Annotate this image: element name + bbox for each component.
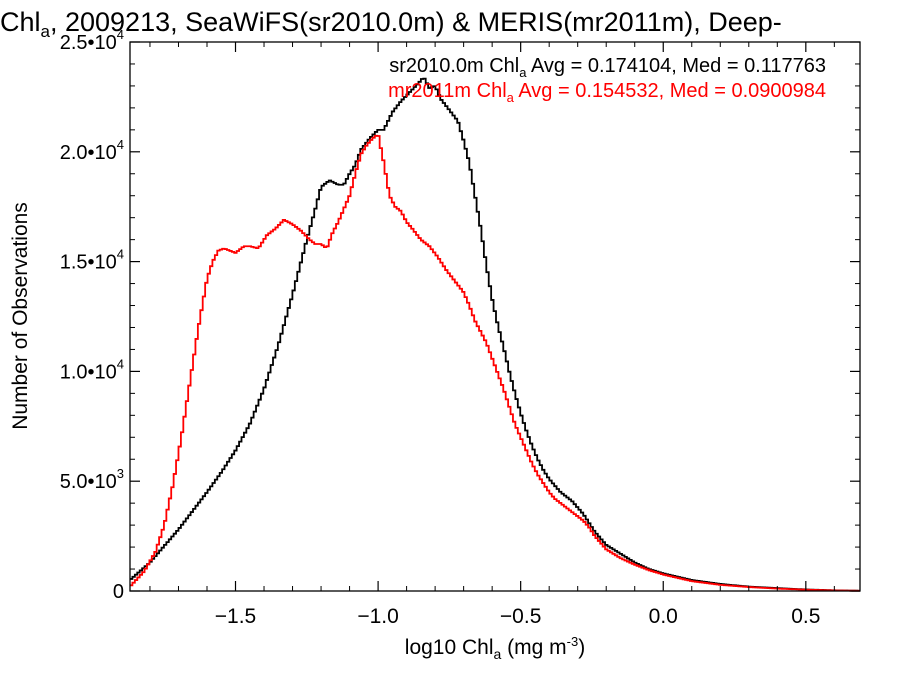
y-tick-label: 2.5•104 (60, 27, 124, 54)
y-axis-label: Number of Observations (9, 202, 32, 430)
x-axis-label: log10 Chla (mg m-3) (405, 634, 585, 662)
legend-series-2: mr2011m Chla Avg = 0.154532, Med = 0.090… (388, 80, 826, 105)
y-tick-label: 1.5•104 (60, 247, 124, 274)
x-tick-label: −0.5 (500, 605, 541, 628)
x-tick-label: 0.0 (649, 605, 678, 628)
plot-frame (129, 41, 861, 592)
series-line-mr2011m (130, 134, 861, 592)
x-tick-label: 0.5 (791, 605, 820, 628)
tick-layer: −1.5 −1.0 −0.5 0.0 0.5 0 5.0•103 1.0•104 1.5•104… (60, 27, 860, 628)
y-tick-label: 0 (113, 581, 124, 603)
series-layer (130, 77, 861, 592)
y-tick-label: 5.0•103 (60, 466, 124, 493)
y-tick-label: 2.0•104 (60, 137, 124, 164)
x-tick-label: −1.0 (357, 605, 398, 628)
x-tick-label: −1.5 (215, 605, 256, 628)
legend-series-1: sr2010.0m Chla Avg = 0.174104, Med = 0.1… (389, 55, 826, 80)
y-tick-label: 1.0•104 (60, 356, 124, 383)
chart-title-subscript: a (41, 22, 51, 41)
chart-title: Chla, 2009213, SeaWiFS(sr2010.0m) & MERI… (0, 7, 782, 41)
